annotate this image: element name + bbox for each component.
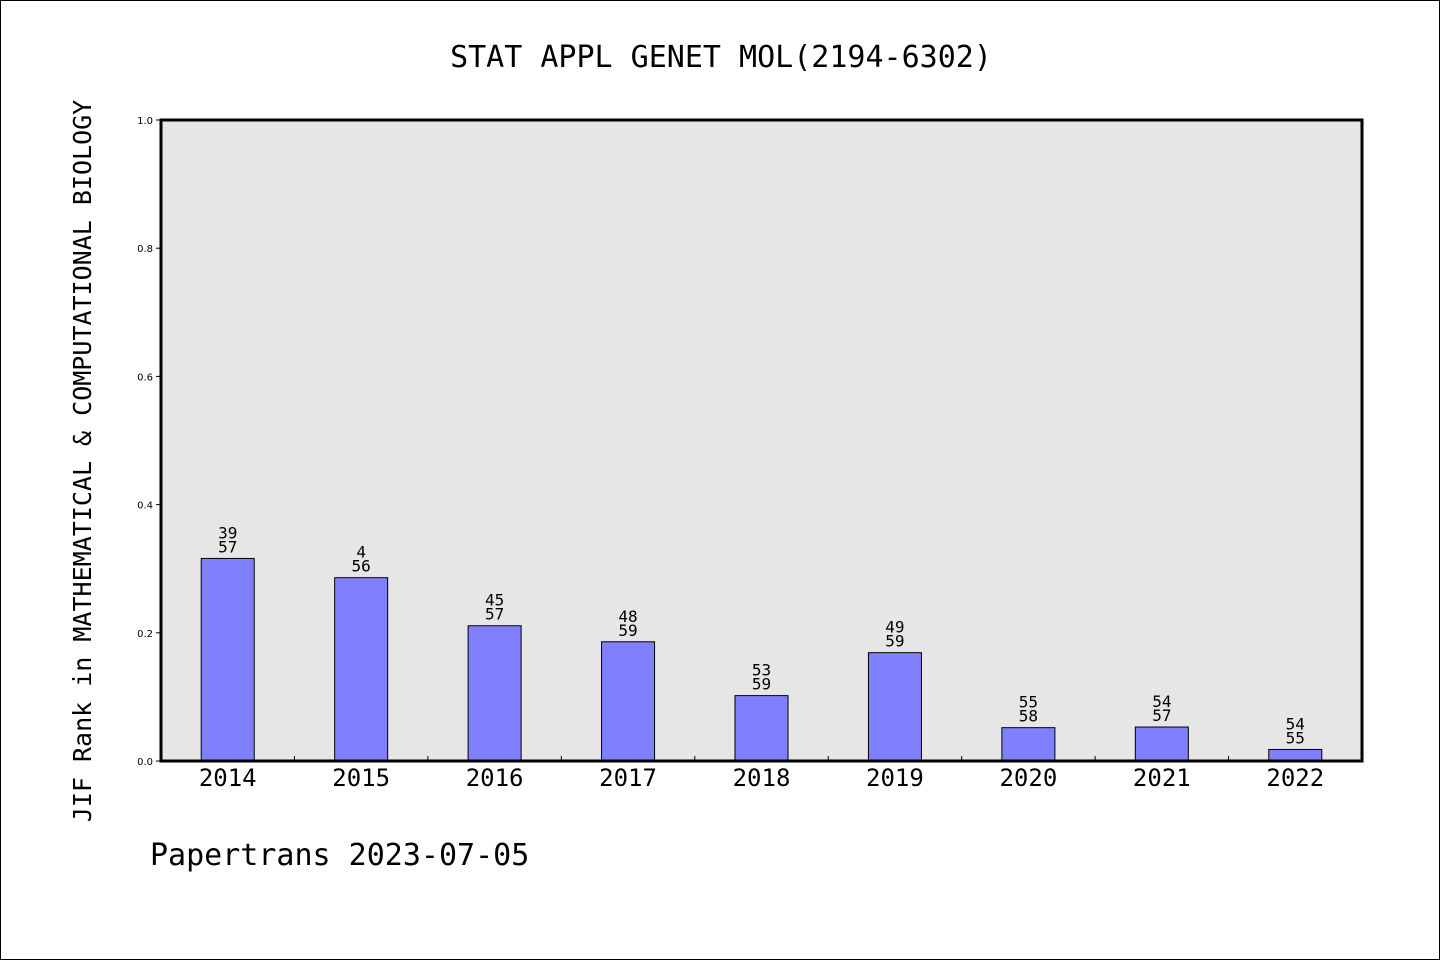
bar-rank-label: 53 bbox=[752, 661, 771, 680]
bar-2017 bbox=[601, 641, 656, 762]
bar-2019 bbox=[867, 652, 922, 762]
bar-total-label: 59 bbox=[752, 675, 771, 694]
y-axis-label: JIF Rank in MATHEMATICAL & COMPUTATIONAL… bbox=[68, 100, 97, 822]
bar-rank-label: 48 bbox=[618, 607, 637, 626]
plot-border bbox=[159, 118, 1364, 763]
bar-2018 bbox=[734, 695, 789, 762]
x-tick-label: 2015 bbox=[332, 764, 390, 792]
y-tick-label: 1.0 bbox=[137, 116, 153, 127]
chart-title: STAT APPL GENET MOL(2194-6302) bbox=[450, 40, 992, 75]
bar-rank-label: 4 bbox=[356, 543, 366, 562]
x-axis-labels: 2014 2015 2016 2017 2018 2019 2020 2021 2022 bbox=[199, 764, 1324, 792]
bar-rank-label: 45 bbox=[485, 591, 504, 610]
x-tick-label: 2020 bbox=[999, 764, 1057, 792]
footer-credit: Papertrans 2023-07-05 bbox=[150, 838, 529, 873]
bar-2014 bbox=[200, 557, 255, 762]
y-tick-label: 0.2 bbox=[137, 629, 153, 640]
bar-rank-label: 39 bbox=[218, 523, 237, 542]
x-tick-label: 2022 bbox=[1266, 764, 1324, 792]
bar-rank-label: 49 bbox=[885, 618, 904, 637]
bar-2022 bbox=[1268, 748, 1323, 762]
x-tick-label: 2019 bbox=[866, 764, 924, 792]
x-tick-label: 2014 bbox=[199, 764, 257, 792]
bar-total-label: 56 bbox=[352, 557, 371, 576]
bar-2021 bbox=[1134, 726, 1189, 762]
bar-total-label: 57 bbox=[1152, 706, 1171, 725]
bar-rank-label: 54 bbox=[1152, 692, 1171, 711]
bar-series bbox=[200, 557, 1323, 762]
bar-total-label: 57 bbox=[485, 605, 504, 624]
x-tick-label: 2017 bbox=[599, 764, 657, 792]
y-axis-ticks: 0.0 0.2 0.4 0.6 0.8 1.0 bbox=[137, 116, 161, 768]
bar-rank-label: 55 bbox=[1019, 693, 1038, 712]
bar-2015 bbox=[334, 577, 389, 762]
x-tick-label: 2018 bbox=[733, 764, 791, 792]
x-tick-label: 2021 bbox=[1133, 764, 1191, 792]
bar-rank-label: 54 bbox=[1286, 714, 1305, 733]
bar-total-label: 59 bbox=[618, 621, 637, 640]
bar-total-label: 59 bbox=[885, 632, 904, 651]
bar-total-label: 55 bbox=[1286, 728, 1305, 747]
y-tick-label: 0.6 bbox=[137, 372, 153, 383]
y-tick-label: 0.8 bbox=[137, 244, 153, 255]
bar-total-label: 58 bbox=[1019, 707, 1038, 726]
x-tick-label: 2016 bbox=[466, 764, 524, 792]
bar-2020 bbox=[1001, 727, 1056, 762]
bar-total-label: 57 bbox=[218, 537, 237, 556]
y-tick-label: 0.0 bbox=[137, 757, 153, 768]
y-tick-label: 0.4 bbox=[137, 501, 153, 512]
bar-2016 bbox=[467, 625, 522, 762]
